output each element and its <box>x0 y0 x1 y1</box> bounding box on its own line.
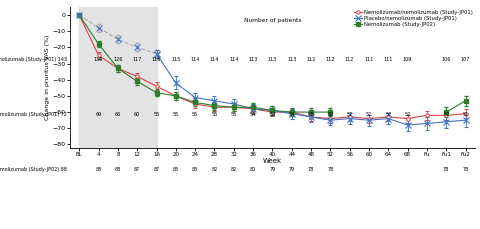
Text: 78: 78 <box>462 167 468 172</box>
Text: 54: 54 <box>269 112 276 117</box>
Text: 53: 53 <box>308 112 314 117</box>
Text: 136: 136 <box>94 57 103 62</box>
Text: 107: 107 <box>461 57 470 62</box>
Text: 112: 112 <box>306 57 316 62</box>
Legend: Nemolizumab/nemolizumab (Study-JP01), Placebo/nemolizumab (Study-JP01), Nemolizu: Nemolizumab/nemolizumab (Study-JP01), Pl… <box>354 10 473 27</box>
Text: 52: 52 <box>385 112 391 117</box>
Text: 88: 88 <box>115 167 121 172</box>
Text: 79: 79 <box>288 167 295 172</box>
Text: 60: 60 <box>134 112 140 117</box>
Text: 55: 55 <box>231 112 237 117</box>
Y-axis label: Change in pruritus VAS (%): Change in pruritus VAS (%) <box>45 35 49 120</box>
Text: 113: 113 <box>248 57 258 62</box>
Text: 52: 52 <box>327 112 334 117</box>
Text: 109: 109 <box>403 57 412 62</box>
Text: 78: 78 <box>443 167 449 172</box>
Text: 126: 126 <box>113 57 122 62</box>
Text: 85: 85 <box>173 167 179 172</box>
Text: 55: 55 <box>154 112 160 117</box>
Text: 116: 116 <box>152 57 161 62</box>
Text: 80: 80 <box>250 167 256 172</box>
Text: 111: 111 <box>384 57 393 62</box>
Text: 113: 113 <box>268 57 277 62</box>
Text: 52: 52 <box>405 112 411 117</box>
Text: 87: 87 <box>154 167 160 172</box>
Text: Number of patients: Number of patients <box>244 18 301 23</box>
Text: 51: 51 <box>462 112 468 117</box>
Text: 69: 69 <box>96 112 102 117</box>
Text: 112: 112 <box>345 57 354 62</box>
Text: 114: 114 <box>229 57 239 62</box>
Text: 78: 78 <box>308 167 314 172</box>
Text: 54: 54 <box>288 112 295 117</box>
Text: 88: 88 <box>96 167 102 172</box>
Text: 55: 55 <box>211 112 217 117</box>
Text: 55: 55 <box>192 112 198 117</box>
Text: 83: 83 <box>192 167 198 172</box>
Text: 52: 52 <box>366 112 372 117</box>
Text: 82: 82 <box>231 167 237 172</box>
Text: 114: 114 <box>191 57 200 62</box>
Text: 82: 82 <box>211 167 217 172</box>
Text: 106: 106 <box>442 57 451 62</box>
Text: 111: 111 <box>364 57 373 62</box>
X-axis label: Week: Week <box>263 158 282 164</box>
Text: 117: 117 <box>132 57 142 62</box>
Text: 113: 113 <box>287 57 297 62</box>
Text: 115: 115 <box>171 57 180 62</box>
Text: 52: 52 <box>347 112 353 117</box>
Text: 78: 78 <box>327 167 334 172</box>
Text: 55: 55 <box>173 112 179 117</box>
Text: Nemolizumab (Study-JP02) 88: Nemolizumab (Study-JP02) 88 <box>0 167 67 172</box>
Text: 87: 87 <box>134 167 140 172</box>
Text: 79: 79 <box>269 167 276 172</box>
Text: 52: 52 <box>443 112 449 117</box>
Text: 54: 54 <box>250 112 256 117</box>
Bar <box>79 7 156 148</box>
Text: Nemolizumab/nemolizumab (Study-JP01) 143: Nemolizumab/nemolizumab (Study-JP01) 143 <box>0 57 67 62</box>
Text: 66: 66 <box>115 112 121 117</box>
Text: Placebo/nemolizumab (Study-JP01) 72: Placebo/nemolizumab (Study-JP01) 72 <box>0 112 67 117</box>
Text: 114: 114 <box>210 57 219 62</box>
Text: 112: 112 <box>325 57 335 62</box>
